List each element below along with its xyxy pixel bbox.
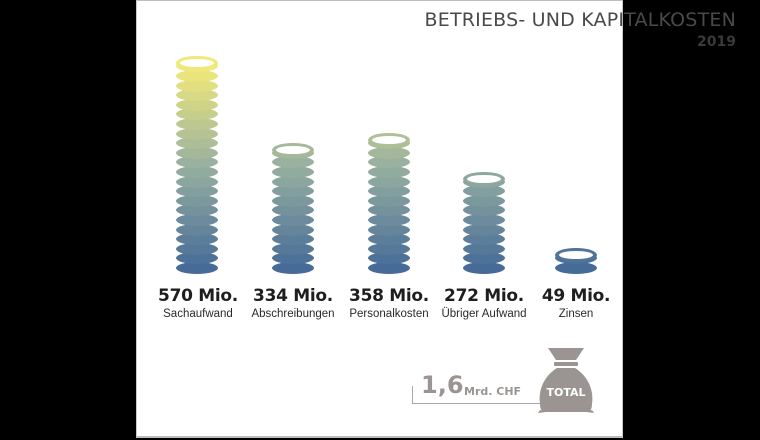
coin-icon [176, 194, 218, 207]
coin-icon [176, 242, 218, 255]
coin-icon [176, 156, 218, 169]
coin-icon [555, 262, 597, 274]
category-label-abschreibungen: Abschreibungen [251, 308, 335, 320]
coin-icon [176, 118, 218, 130]
coin-icon [176, 127, 218, 140]
category-label-personalkosten: Personalkosten [349, 308, 429, 320]
coin-icon [368, 185, 410, 198]
coin-icon [176, 98, 218, 111]
coin-top-icon [368, 133, 410, 148]
value-label-uebriger-aufwand: 272 Mio. [444, 286, 524, 306]
coin-icon [368, 156, 410, 169]
coin-icon [368, 262, 410, 274]
coin-icon [463, 194, 505, 207]
coin-icon [463, 252, 505, 265]
total-bracket-line [412, 386, 544, 404]
coin-stack-brigeraufwand [463, 0, 505, 440]
coin-icon [368, 233, 410, 246]
coin-icon [176, 79, 218, 92]
coin-icon [368, 166, 410, 178]
value-label-zinsen: 49 Mio. [541, 286, 611, 306]
coin-top-icon [272, 142, 314, 157]
coin-icon [463, 223, 505, 236]
total-unit: Mrd. CHF [464, 385, 522, 398]
value-label-personalkosten: 358 Mio. [349, 286, 429, 306]
total-value: 1,6 [421, 371, 464, 399]
coin-stack-zinsen [555, 0, 597, 440]
coin-icon [463, 242, 505, 255]
coin-icon [272, 204, 314, 217]
money-bag-icon [538, 348, 594, 413]
total-badge: TOTAL [546, 386, 586, 399]
coin-icon [463, 204, 505, 217]
coin-icon [176, 89, 218, 102]
coin-icon [272, 185, 314, 198]
category-label-zinsen: Zinsen [558, 308, 594, 320]
coin-icon [176, 214, 218, 226]
coin-icon [368, 194, 410, 207]
coin-icon [176, 185, 218, 198]
coin-stack-personalkosten [368, 0, 410, 440]
coin-stack-sachaufwand [176, 0, 218, 440]
chart-title: BETRIEBS- UND KAPITALKOSTEN [424, 9, 736, 31]
category-label-uebriger-aufwand: Übriger Aufwand [441, 308, 527, 320]
coin-icon [368, 252, 410, 265]
coin-icon [176, 252, 218, 265]
coin-icon [272, 194, 314, 207]
coin-icon [368, 214, 410, 226]
coin-icon [463, 185, 505, 198]
coin-icon [176, 223, 218, 236]
coin-stack-abschreibungen [272, 0, 314, 440]
coin-icon [176, 108, 218, 121]
chart-year: 2019 [697, 34, 736, 50]
coin-icon [368, 242, 410, 255]
coin-icon [368, 204, 410, 217]
coin-top-icon [176, 56, 218, 71]
coin-icon [176, 233, 218, 246]
category-label-sachaufwand: Sachaufwand [163, 308, 233, 320]
coin-icon [463, 214, 505, 226]
coin-icon [272, 262, 314, 274]
coin-top-icon [463, 171, 505, 186]
coin-icon [176, 166, 218, 178]
coin-icon [176, 70, 218, 82]
coin-icon [463, 262, 505, 274]
coin-icon [272, 233, 314, 246]
value-label-sachaufwand: 570 Mio. [158, 286, 238, 306]
coin-icon [463, 233, 505, 246]
coin-icon [272, 214, 314, 226]
coin-icon [272, 156, 314, 169]
coin-icon [176, 175, 218, 188]
coin-icon [272, 252, 314, 265]
coin-top-icon [555, 248, 597, 263]
coin-icon [272, 175, 314, 188]
coin-icon [272, 242, 314, 255]
coin-icon [368, 146, 410, 159]
coin-icon [368, 223, 410, 236]
coin-icon [176, 146, 218, 159]
value-label-abschreibungen: 334 Mio. [253, 286, 333, 306]
coin-icon [176, 262, 218, 274]
coin-icon [272, 166, 314, 178]
coin-icon [272, 223, 314, 236]
coin-icon [176, 137, 218, 150]
coin-icon [368, 175, 410, 188]
coin-icon [176, 204, 218, 217]
